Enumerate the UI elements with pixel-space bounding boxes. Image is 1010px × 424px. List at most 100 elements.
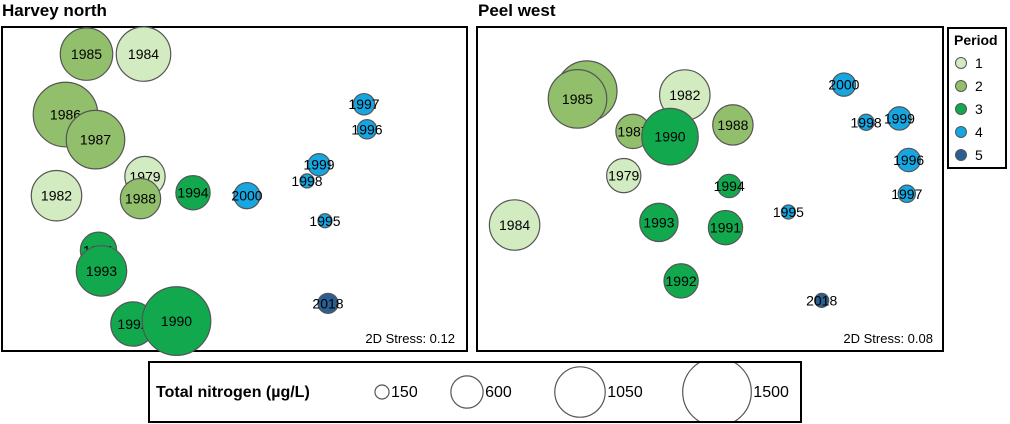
period-swatch-1 (955, 57, 967, 69)
peel-point-label-1997: 1997 (891, 186, 922, 202)
size-legend-label-1500: 1500 (753, 384, 789, 401)
peel-point-1985 (547, 69, 608, 129)
panel-title-harvey: Harvey north (2, 1, 107, 20)
peel-point-1991 (707, 209, 744, 246)
harvey-point-1996 (356, 119, 378, 140)
peel-point-label-1995: 1995 (773, 204, 804, 220)
harvey-point-label-1998: 1998 (291, 173, 322, 189)
harvey-point-2018 (317, 292, 339, 315)
peel-point-label-1990: 1990 (654, 129, 685, 145)
period-legend-label-2: 2 (975, 78, 983, 94)
harvey-point-label-1986: 1986 (50, 107, 81, 123)
harvey-point-label-1999: 1999 (303, 157, 334, 173)
peel-point-1979 (606, 157, 642, 194)
harvey-point-1985 (59, 27, 114, 81)
peel-stress-label: 2D Stress: 0.08 (843, 331, 933, 346)
size-legend-circle-1050 (554, 366, 606, 418)
size-legend: Total nitrogen (µg/L) 150 600 1050 1500 (148, 361, 802, 423)
size-legend-circle-1500 (682, 363, 752, 421)
peel-point-label-1987: 1987 (617, 123, 648, 139)
peel-point-1997 (897, 184, 917, 204)
harvey-point-label-1987: 1987 (80, 132, 111, 148)
peel-point-label-1998: 1998 (851, 114, 882, 130)
peel-plot-frame (476, 26, 944, 352)
period-swatch-3 (955, 103, 967, 115)
peel-point-1990 (641, 107, 699, 166)
harvey-point-label-1994: 1994 (177, 185, 208, 201)
period-swatch-4 (955, 126, 967, 138)
peel-point-1994 (716, 173, 742, 199)
harvey-point-1982 (30, 169, 83, 222)
peel-point-1984 (488, 199, 541, 251)
harvey-point-label-1996: 1996 (351, 121, 382, 137)
peel-point-1999 (887, 106, 912, 131)
harvey-point-label-1993: 1993 (86, 263, 117, 279)
harvey-point-1994 (175, 174, 211, 211)
harvey-point-label-2018: 2018 (312, 295, 343, 311)
harvey-point-1993 (75, 245, 128, 297)
period-legend-label-5: 5 (975, 147, 983, 163)
peel-point-label-1993: 1993 (643, 214, 674, 230)
harvey-point-label-1992: 1992 (117, 316, 148, 332)
size-legend-label-600: 600 (485, 384, 512, 401)
harvey-point-label-1988: 1988 (125, 191, 156, 207)
period-swatch-2 (955, 80, 967, 92)
peel-point-1998 (857, 113, 875, 131)
period-legend-item-1: 1 (955, 55, 983, 71)
peel-point-label-1988: 1988 (717, 117, 748, 133)
harvey-point-1988 (119, 177, 162, 220)
size-legend-circle-600 (450, 375, 484, 409)
period-legend-label-4: 4 (975, 124, 983, 140)
period-legend-item-5: 5 (955, 147, 983, 163)
peel-point-1995 (780, 204, 797, 220)
peel-point-1988 (712, 104, 754, 146)
period-legend-title: Period (954, 32, 998, 48)
panel-title-peel: Peel west (478, 1, 556, 20)
harvey-point-1997 (352, 92, 376, 116)
period-swatch-5 (955, 149, 967, 161)
harvey-point-label-1984: 1984 (128, 46, 159, 62)
harvey-point-1990 (141, 286, 212, 356)
peel-point-label-1991: 1991 (710, 220, 741, 236)
size-legend-circles: 150 600 1050 1500 (374, 363, 789, 421)
period-legend-item-3: 3 (955, 101, 983, 117)
period-legend-label-1: 1 (975, 55, 983, 71)
peel-point-label-1999: 1999 (884, 110, 915, 126)
period-legend-label-3: 3 (975, 101, 983, 117)
size-legend-label-1050: 1050 (607, 384, 643, 401)
size-legend-title: Total nitrogen (µg/L) (156, 384, 310, 401)
peel-point-label-1984: 1984 (499, 217, 530, 233)
period-legend-item-2: 2 (955, 78, 983, 94)
peel-points: 1986198519822000198719901988199819991996… (488, 60, 924, 309)
harvey-point-label-1985: 1985 (71, 46, 102, 62)
harvey-stress-label: 2D Stress: 0.12 (365, 331, 455, 346)
peel-point-2018 (814, 292, 830, 309)
peel-point-1996 (896, 147, 921, 173)
size-legend-circle-150 (374, 384, 390, 400)
harvey-point-1999 (307, 153, 331, 177)
harvey-point-label-2000: 2000 (231, 188, 262, 204)
peel-point-label-1996: 1996 (893, 152, 924, 168)
peel-point-label-1982: 1982 (669, 87, 700, 103)
harvey-point-label-1990: 1990 (161, 313, 192, 329)
peel-point-2000 (831, 72, 857, 97)
harvey-plot-frame (1, 26, 468, 352)
peel-point-1992 (663, 263, 699, 299)
peel-point-label-1994: 1994 (714, 178, 745, 194)
size-legend-label-150: 150 (391, 384, 418, 401)
harvey-point-2000 (233, 181, 261, 210)
peel-point-label-1979: 1979 (608, 168, 639, 184)
harvey-point-1995 (317, 213, 333, 229)
period-legend: Period 1 2 3 4 5 (947, 27, 1007, 169)
peel-point-1993 (639, 202, 679, 243)
harvey-point-1998 (299, 173, 315, 189)
harvey-point-label-1997: 1997 (348, 96, 379, 112)
harvey-point-1984 (115, 26, 172, 82)
harvey-point-1987 (65, 109, 126, 170)
harvey-point-label-1995: 1995 (309, 213, 340, 229)
peel-point-label-2018: 2018 (806, 292, 837, 308)
peel-point-label-1992: 1992 (666, 273, 697, 289)
harvey-point-label-1982: 1982 (41, 188, 72, 204)
